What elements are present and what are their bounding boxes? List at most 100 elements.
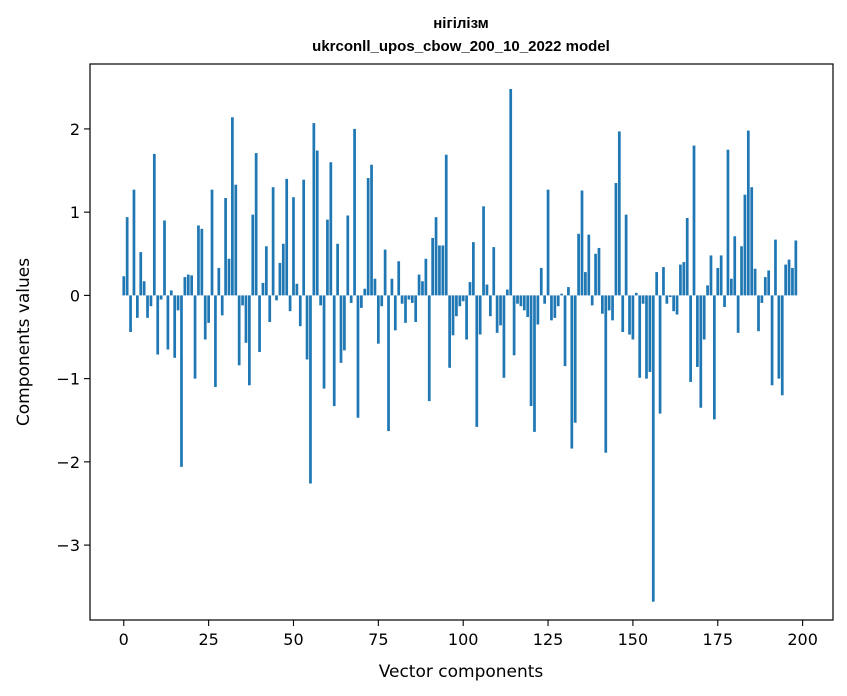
- bar: [431, 237, 435, 296]
- bar: [719, 255, 723, 296]
- bar: [129, 295, 132, 333]
- bar: [292, 197, 295, 296]
- bar: [736, 295, 740, 333]
- bar: [438, 245, 441, 296]
- bar: [132, 189, 136, 296]
- bar: [675, 295, 679, 315]
- bar: [210, 189, 214, 296]
- bar: [349, 295, 353, 303]
- bar: [590, 295, 594, 306]
- bar: [743, 194, 747, 296]
- bar: [512, 295, 516, 356]
- bar: [404, 295, 407, 323]
- bar: [254, 153, 258, 296]
- bar: [641, 295, 645, 304]
- bar: [251, 214, 255, 296]
- bar: [315, 150, 319, 296]
- bar: [651, 295, 655, 602]
- bar: [139, 252, 143, 296]
- bar: [488, 295, 492, 317]
- bar: [539, 267, 543, 296]
- x-tick-label: 75: [368, 630, 388, 649]
- bar: [648, 295, 652, 372]
- bar: [234, 184, 238, 296]
- bar: [607, 295, 611, 311]
- bar: [672, 295, 675, 312]
- bar: [183, 277, 187, 296]
- bar: [533, 295, 536, 432]
- y-tick-label: 1: [70, 203, 80, 222]
- bar: [682, 262, 686, 296]
- bar: [634, 292, 638, 296]
- bar: [465, 295, 468, 340]
- bar: [410, 295, 414, 303]
- bar: [478, 295, 482, 335]
- bar: [244, 295, 248, 343]
- bar: [502, 295, 506, 378]
- bar: [326, 219, 329, 296]
- bar: [434, 217, 438, 296]
- bar: [193, 295, 197, 379]
- x-tick-label: 175: [702, 630, 733, 649]
- bar: [163, 220, 166, 296]
- bar: [241, 295, 244, 306]
- bar: [336, 243, 339, 296]
- bar: [261, 282, 265, 296]
- x-axis-ticks: 0 25 50 75 100 125 150 175 200: [119, 620, 818, 649]
- x-tick-label: 150: [618, 630, 649, 649]
- bar: [716, 267, 720, 296]
- bar: [472, 242, 475, 296]
- bar: [624, 214, 628, 296]
- bar: [441, 245, 445, 296]
- bar: [383, 249, 387, 296]
- bar: [214, 295, 217, 387]
- chart-subtitle: ukrconll_upos_cbow_200_10_2022 model: [312, 38, 610, 55]
- bar: [573, 295, 577, 423]
- bar: [723, 295, 726, 308]
- bar: [285, 178, 289, 296]
- bar: [268, 295, 272, 323]
- bar: [217, 267, 221, 296]
- bar: [696, 295, 699, 367]
- bar: [424, 258, 428, 296]
- bar: [729, 278, 733, 296]
- bar: [563, 295, 567, 367]
- bar: [767, 270, 771, 296]
- y-axis-label: Components values: [14, 258, 34, 426]
- bar: [658, 295, 662, 414]
- bar: [685, 217, 689, 296]
- bar: [166, 295, 170, 350]
- bar: [387, 295, 390, 432]
- chart-title: нігілізм: [433, 15, 489, 32]
- y-tick-label: −3: [56, 536, 80, 555]
- bar: [740, 246, 743, 296]
- bar: [505, 289, 509, 296]
- bar: [519, 295, 523, 307]
- bar: [237, 295, 241, 366]
- bar: [787, 259, 791, 296]
- bar: [305, 295, 309, 360]
- bar: [353, 128, 356, 296]
- x-tick-label: 25: [198, 630, 218, 649]
- bar: [373, 278, 377, 296]
- bar: [370, 164, 373, 296]
- bar: [492, 247, 496, 296]
- bar: [726, 149, 730, 296]
- bar: [142, 281, 146, 296]
- bar: [180, 295, 183, 467]
- bar: [509, 88, 513, 296]
- bar: [617, 131, 621, 296]
- bar: [458, 295, 462, 307]
- bar: [298, 295, 302, 327]
- bar: [750, 187, 754, 296]
- bar: [753, 268, 757, 296]
- bar: [553, 295, 557, 318]
- bar: [516, 295, 519, 304]
- bar: [560, 293, 563, 296]
- bar: [390, 278, 394, 296]
- bar: [417, 274, 421, 296]
- bar: [135, 295, 139, 318]
- bar: [258, 295, 261, 352]
- bar: [495, 295, 499, 333]
